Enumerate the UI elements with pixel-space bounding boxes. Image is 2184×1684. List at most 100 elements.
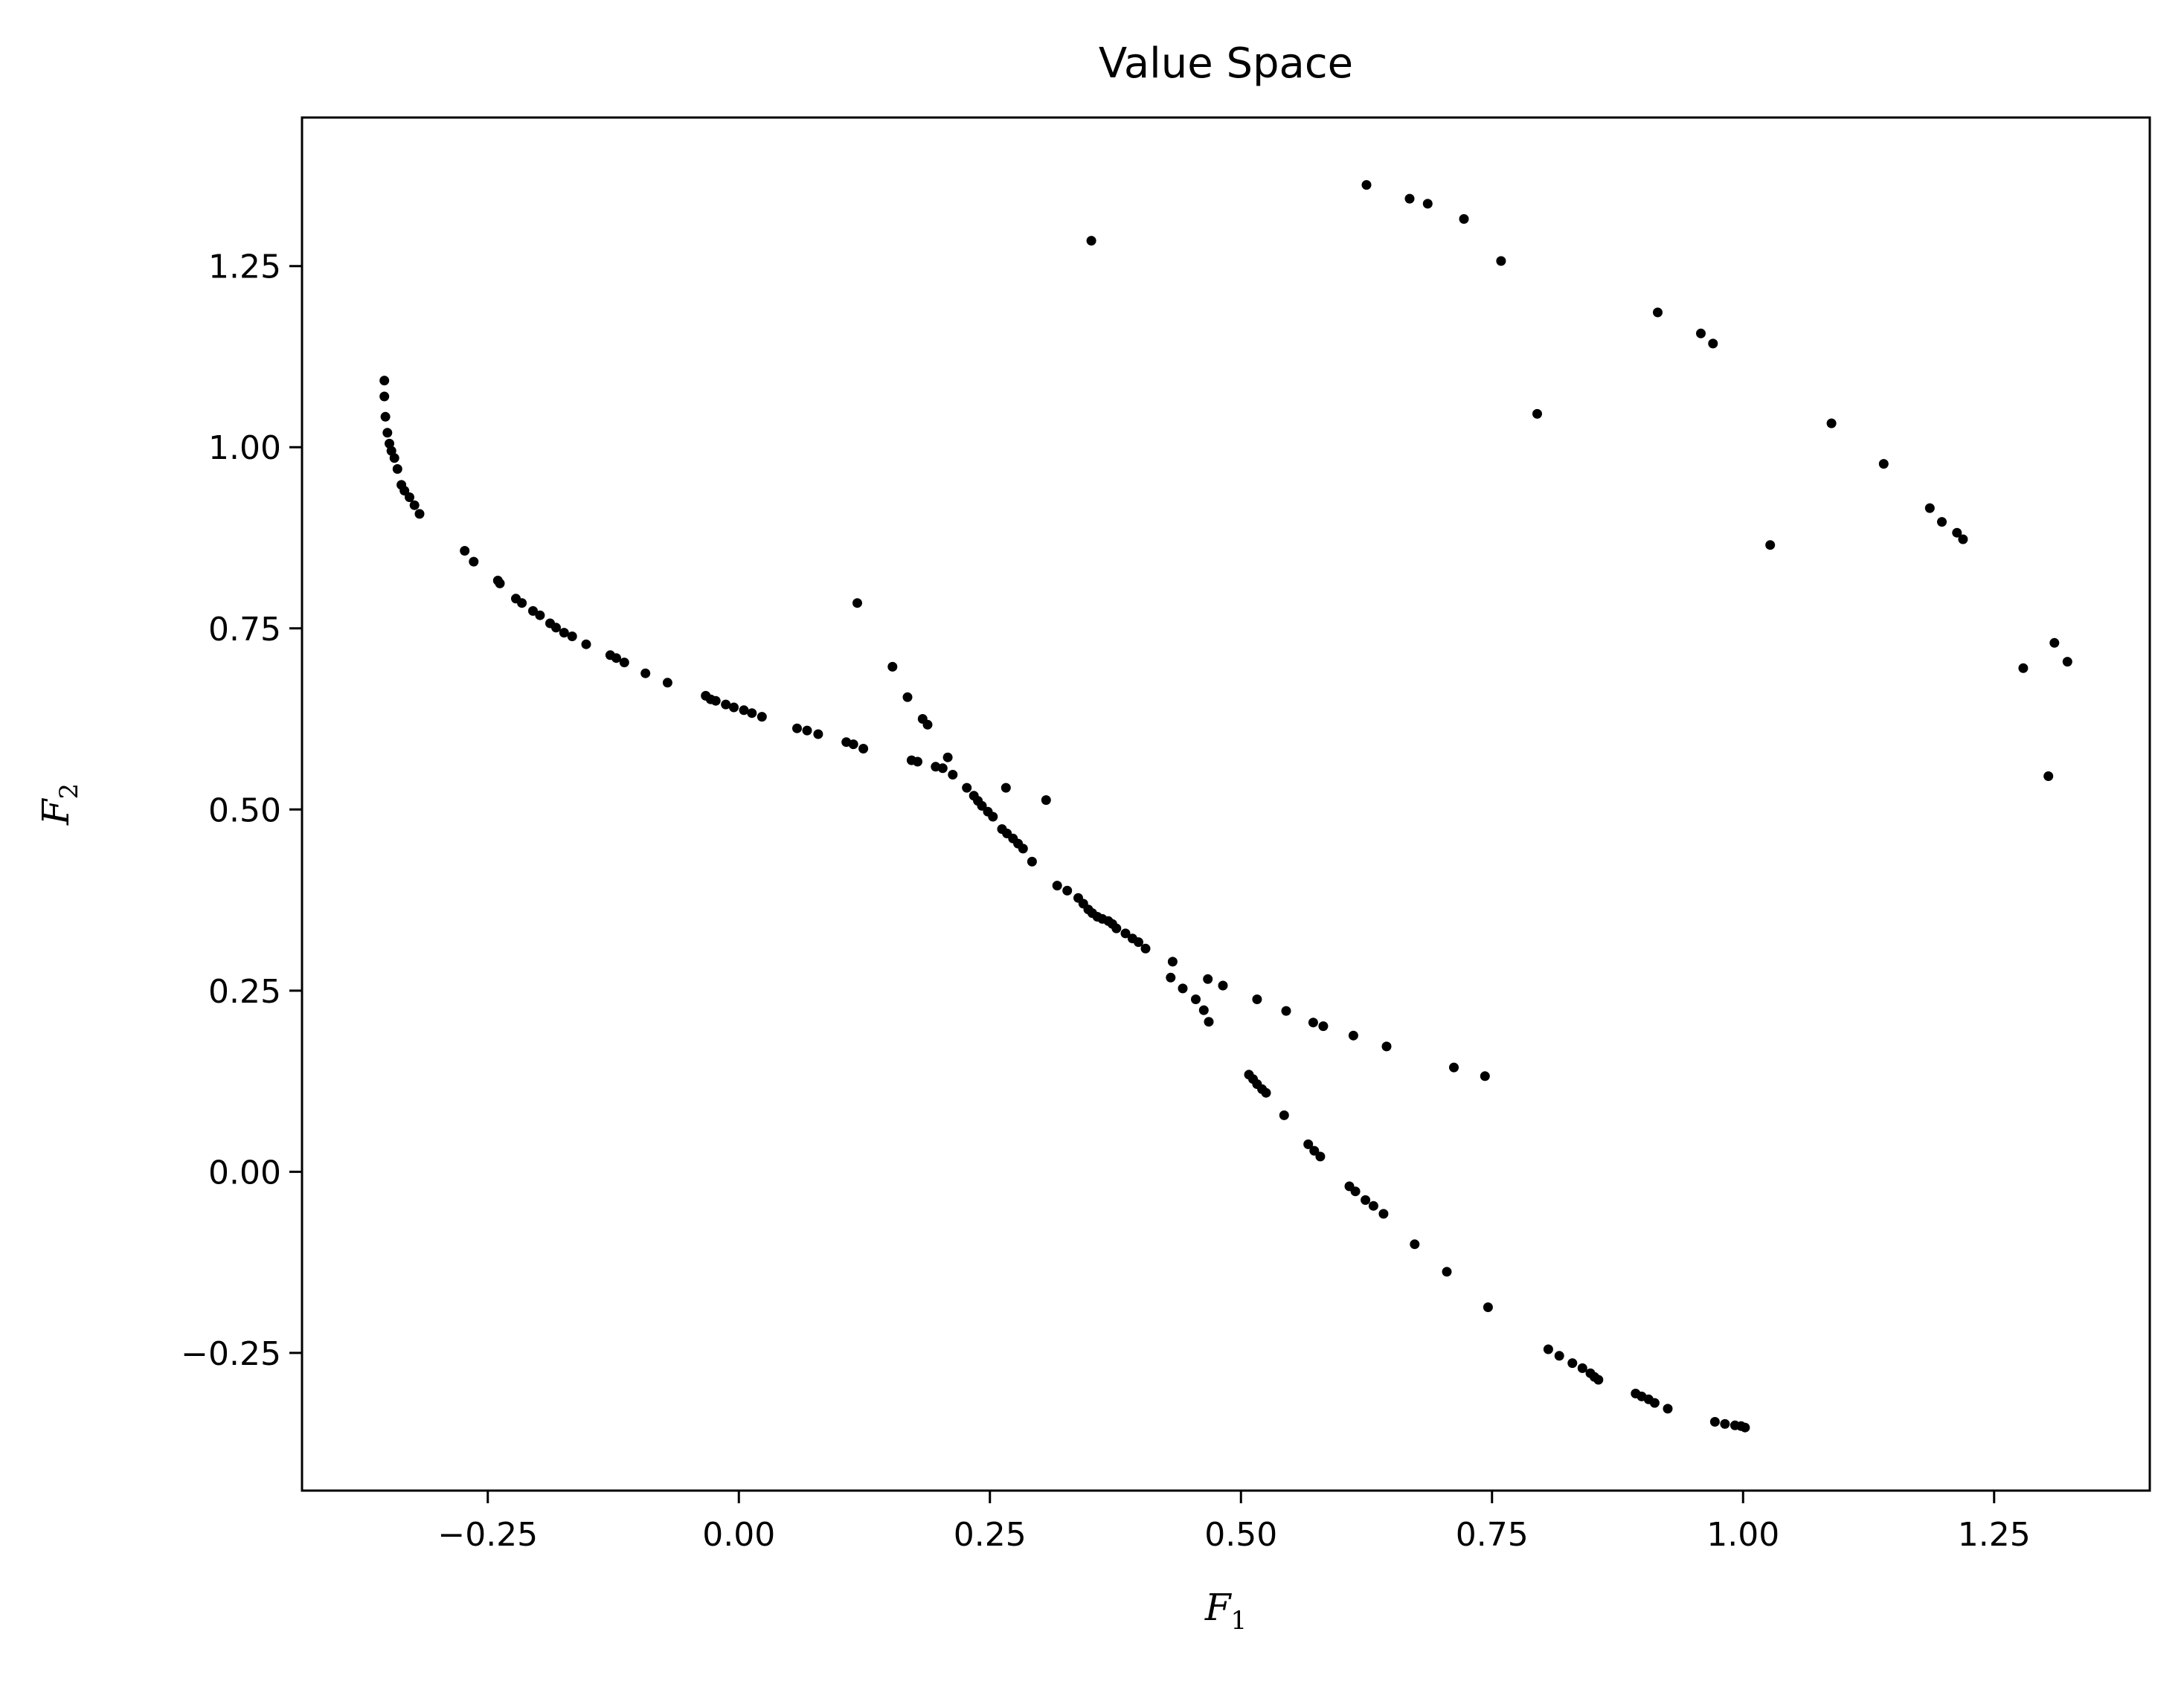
data-point-47 — [902, 692, 913, 702]
data-point-11 — [409, 500, 420, 510]
data-point-149 — [1952, 527, 1962, 538]
y-tick-label: 0.00 — [208, 1154, 281, 1192]
y-tick-label: 1.25 — [208, 248, 281, 286]
data-point-35 — [729, 702, 739, 713]
data-point-147 — [1924, 503, 1935, 513]
data-point-112 — [1381, 1041, 1392, 1052]
data-point-27 — [611, 653, 621, 663]
data-point-46 — [887, 661, 898, 672]
data-point-90 — [1204, 1017, 1214, 1027]
data-point-99 — [1281, 1006, 1291, 1016]
y-tick-label: 0.50 — [208, 791, 281, 829]
x-tick-label: 0.00 — [702, 1516, 775, 1554]
data-point-109 — [1361, 1195, 1371, 1205]
data-point-110 — [1368, 1201, 1378, 1211]
data-points — [379, 180, 2072, 1433]
data-point-43 — [848, 739, 858, 750]
data-point-128 — [1649, 1398, 1660, 1408]
data-point-0 — [379, 376, 390, 386]
data-point-139 — [1459, 213, 1469, 224]
data-point-114 — [1442, 1267, 1452, 1277]
data-point-144 — [1532, 408, 1542, 419]
data-point-23 — [559, 628, 569, 638]
data-point-53 — [937, 763, 948, 774]
data-point-55 — [948, 770, 958, 780]
data-point-9 — [399, 486, 410, 496]
data-point-116 — [1480, 1071, 1490, 1082]
data-point-56 — [962, 782, 972, 793]
data-point-100 — [1279, 1110, 1289, 1120]
data-point-101 — [1303, 1139, 1314, 1149]
data-point-29 — [640, 668, 651, 678]
data-point-34 — [721, 699, 731, 710]
data-point-135 — [1086, 236, 1096, 246]
data-point-68 — [1027, 856, 1037, 867]
data-point-151 — [1765, 540, 1776, 550]
data-point-152 — [2018, 663, 2029, 673]
data-point-87 — [1178, 983, 1188, 994]
data-point-97 — [1261, 1087, 1271, 1098]
data-point-148 — [1937, 517, 1947, 527]
data-point-16 — [495, 578, 505, 588]
data-point-153 — [2049, 637, 2060, 648]
data-point-25 — [581, 639, 591, 649]
data-point-118 — [1543, 1344, 1553, 1354]
x-tick-label: 0.50 — [1204, 1516, 1277, 1554]
data-point-45 — [852, 598, 862, 608]
data-point-141 — [1653, 307, 1663, 318]
data-point-84 — [1140, 943, 1151, 954]
data-point-22 — [551, 623, 561, 633]
data-point-7 — [392, 464, 402, 474]
data-point-131 — [1720, 1418, 1730, 1429]
data-point-137 — [1404, 193, 1415, 204]
data-point-83 — [1134, 937, 1143, 948]
data-point-98 — [1252, 994, 1262, 1004]
x-tick-label: 0.75 — [1456, 1516, 1529, 1554]
data-point-30 — [662, 678, 672, 688]
data-point-91 — [1203, 974, 1213, 984]
x-axis-ticks: −0.25 0.00 0.25 0.50 0.75 1.00 1.25 — [437, 1491, 2031, 1554]
data-point-18 — [517, 598, 527, 608]
data-point-146 — [1878, 459, 1889, 469]
data-point-113 — [1410, 1239, 1420, 1250]
data-point-103 — [1315, 1151, 1326, 1162]
y-tick-label: 0.75 — [208, 611, 281, 649]
data-point-155 — [2043, 771, 2054, 781]
chart-title: Value Space — [1099, 39, 1353, 88]
plot-frame — [301, 116, 2151, 1492]
data-point-49 — [922, 719, 933, 730]
data-point-36 — [739, 705, 749, 716]
data-point-136 — [1361, 180, 1372, 190]
data-point-38 — [757, 712, 767, 722]
data-point-140 — [1496, 256, 1506, 266]
data-point-13 — [460, 546, 470, 556]
data-point-19 — [528, 605, 538, 616]
data-point-12 — [414, 509, 425, 519]
data-point-63 — [1001, 782, 1011, 793]
data-point-59 — [977, 800, 987, 811]
data-point-61 — [988, 812, 998, 822]
y-tick-label: 1.00 — [208, 429, 281, 467]
data-point-105 — [1318, 1021, 1329, 1032]
data-point-129 — [1663, 1404, 1673, 1414]
data-point-80 — [1111, 923, 1122, 933]
data-point-143 — [1708, 338, 1718, 349]
data-point-20 — [535, 610, 545, 620]
data-point-81 — [1120, 928, 1131, 939]
data-point-120 — [1567, 1358, 1578, 1369]
data-point-37 — [747, 708, 757, 719]
data-point-115 — [1449, 1062, 1459, 1073]
data-point-28 — [619, 658, 629, 668]
y-tick-label: −0.25 — [181, 1335, 281, 1373]
data-point-54 — [942, 752, 953, 762]
data-point-134 — [1740, 1422, 1750, 1433]
data-point-145 — [1826, 418, 1837, 428]
x-tick-label: 0.25 — [954, 1516, 1027, 1554]
data-point-142 — [1696, 328, 1706, 338]
data-point-102 — [1309, 1145, 1320, 1156]
data-point-108 — [1350, 1186, 1361, 1197]
data-point-71 — [1062, 885, 1073, 896]
data-point-33 — [710, 695, 721, 706]
data-point-1 — [379, 391, 390, 402]
data-point-51 — [913, 756, 922, 767]
